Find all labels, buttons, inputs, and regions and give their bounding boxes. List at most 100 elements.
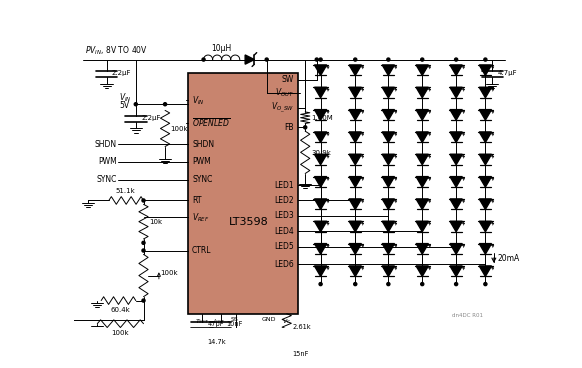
Polygon shape: [349, 132, 361, 142]
Text: $V_{O\_SW}$: $V_{O\_SW}$: [271, 101, 294, 115]
Polygon shape: [349, 221, 361, 232]
Text: $V_{REF}$: $V_{REF}$: [192, 211, 210, 224]
Text: PWM: PWM: [98, 158, 116, 166]
Circle shape: [202, 58, 205, 61]
Text: $V_C$: $V_C$: [282, 317, 292, 326]
Text: LED3: LED3: [274, 211, 294, 220]
Polygon shape: [314, 110, 327, 120]
Polygon shape: [479, 199, 492, 209]
Polygon shape: [382, 132, 395, 142]
Text: LED2: LED2: [274, 196, 294, 205]
Text: 100k: 100k: [112, 330, 129, 336]
Text: LED6: LED6: [274, 260, 294, 269]
Text: LED5: LED5: [274, 242, 294, 251]
Text: 20mA: 20mA: [498, 254, 520, 263]
Text: SYNC: SYNC: [192, 175, 212, 184]
Polygon shape: [314, 132, 327, 142]
Text: SYNC: SYNC: [96, 175, 116, 184]
Polygon shape: [349, 110, 361, 120]
Text: PWM: PWM: [192, 158, 211, 166]
Polygon shape: [416, 110, 428, 120]
Polygon shape: [479, 87, 492, 98]
Polygon shape: [450, 110, 462, 120]
Polygon shape: [450, 87, 462, 98]
Polygon shape: [450, 199, 462, 209]
Polygon shape: [416, 154, 428, 165]
Polygon shape: [382, 244, 395, 254]
Polygon shape: [416, 244, 428, 254]
Polygon shape: [416, 266, 428, 276]
Polygon shape: [450, 244, 462, 254]
Polygon shape: [479, 154, 492, 165]
Circle shape: [421, 283, 424, 286]
Polygon shape: [479, 266, 492, 276]
Text: 2.2μF: 2.2μF: [141, 115, 161, 121]
Polygon shape: [416, 221, 428, 232]
Polygon shape: [479, 177, 492, 187]
Polygon shape: [450, 266, 462, 276]
Circle shape: [304, 126, 307, 129]
Circle shape: [484, 58, 487, 61]
Polygon shape: [450, 132, 462, 142]
Circle shape: [164, 103, 166, 106]
Polygon shape: [450, 221, 462, 232]
Circle shape: [354, 283, 357, 286]
Polygon shape: [450, 154, 462, 165]
Circle shape: [421, 58, 424, 61]
Polygon shape: [479, 221, 492, 232]
Text: 100k: 100k: [161, 270, 178, 276]
Polygon shape: [416, 132, 428, 142]
Text: LT3598: LT3598: [228, 217, 268, 227]
Polygon shape: [479, 244, 492, 254]
Circle shape: [319, 58, 322, 61]
Text: SS: SS: [230, 317, 238, 322]
Polygon shape: [349, 266, 361, 276]
Text: 10nF: 10nF: [226, 321, 242, 328]
Polygon shape: [382, 154, 395, 165]
Text: 2.61k: 2.61k: [292, 324, 311, 330]
Polygon shape: [416, 65, 428, 75]
Polygon shape: [314, 199, 327, 209]
Polygon shape: [450, 65, 462, 75]
Text: 47pF: 47pF: [207, 321, 224, 328]
Polygon shape: [349, 177, 361, 187]
Circle shape: [315, 58, 318, 61]
Text: $PV_{IN}$, 8V TO 40V: $PV_{IN}$, 8V TO 40V: [85, 45, 148, 57]
Polygon shape: [382, 221, 395, 232]
Text: FB: FB: [284, 123, 294, 132]
Circle shape: [142, 249, 145, 252]
Circle shape: [387, 58, 390, 61]
Polygon shape: [349, 154, 361, 165]
Polygon shape: [245, 55, 254, 64]
Polygon shape: [314, 266, 327, 276]
Circle shape: [319, 283, 322, 286]
Polygon shape: [349, 199, 361, 209]
Text: 2.2μF: 2.2μF: [112, 70, 132, 77]
Polygon shape: [416, 199, 428, 209]
Polygon shape: [479, 132, 492, 142]
Polygon shape: [382, 87, 395, 98]
Circle shape: [142, 199, 145, 202]
Polygon shape: [382, 65, 395, 75]
Polygon shape: [382, 199, 395, 209]
Circle shape: [455, 283, 457, 286]
Text: $V_{IN}$: $V_{IN}$: [119, 92, 132, 104]
Text: GND: GND: [262, 317, 276, 322]
Polygon shape: [314, 87, 327, 98]
Text: 1.00M: 1.00M: [311, 115, 333, 121]
Text: SW: SW: [282, 75, 294, 84]
Polygon shape: [450, 177, 462, 187]
Circle shape: [142, 241, 145, 244]
Text: dn4DC R01: dn4DC R01: [452, 313, 482, 318]
Polygon shape: [479, 110, 492, 120]
Circle shape: [354, 58, 357, 61]
Circle shape: [142, 299, 145, 302]
Text: 15nF: 15nF: [292, 351, 308, 357]
Polygon shape: [349, 87, 361, 98]
Polygon shape: [314, 244, 327, 254]
Text: 4.7μF: 4.7μF: [498, 70, 517, 77]
Text: 100k: 100k: [171, 126, 188, 132]
Circle shape: [484, 283, 487, 286]
Polygon shape: [314, 65, 327, 75]
Polygon shape: [479, 65, 492, 75]
